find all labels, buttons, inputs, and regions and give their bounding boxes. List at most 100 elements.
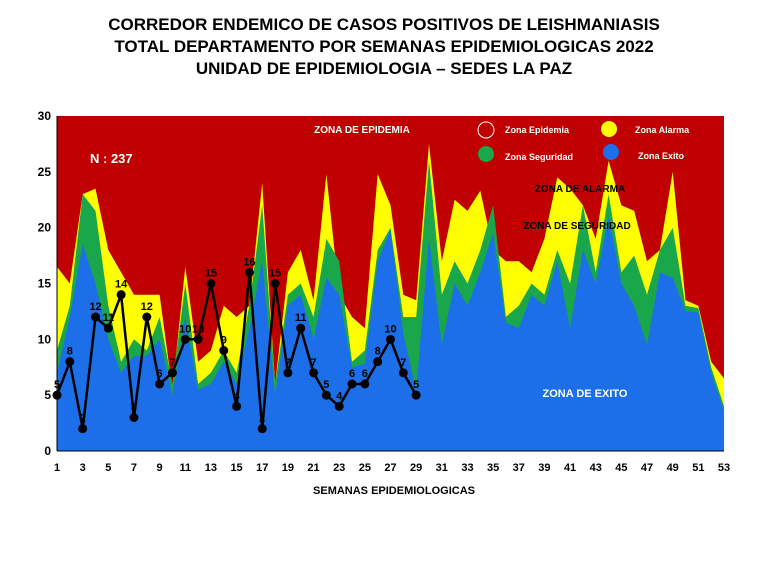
- x-tick-label: 9: [157, 462, 163, 474]
- area-zona-exito: [57, 216, 724, 451]
- x-tick-label: 3: [80, 462, 86, 474]
- x-axis-label: SEMANAS EPIDEMIOLOGICAS: [313, 485, 475, 497]
- cases-data-label: 6: [157, 368, 163, 380]
- cases-data-label: 8: [375, 346, 381, 358]
- cases-point: [206, 279, 216, 288]
- cases-data-label: 15: [205, 268, 217, 280]
- cases-data-label: 3: [131, 402, 137, 414]
- legend-label-exito: Zona Exito: [638, 151, 685, 161]
- cases-data-label: 11: [295, 312, 307, 324]
- legend-item-alarma: Zona Alarma: [601, 121, 690, 137]
- x-tick-label: 45: [615, 462, 627, 474]
- x-tick-label: 25: [359, 462, 371, 474]
- x-tick-label: 37: [513, 462, 525, 474]
- x-tick-label: 1: [54, 462, 60, 474]
- y-tick-label: 25: [38, 165, 52, 179]
- cases-total-annotation: N : 237: [90, 151, 133, 166]
- cases-data-label: 4: [336, 390, 343, 402]
- x-tick-label: 7: [131, 462, 137, 474]
- x-tick-label: 23: [333, 462, 345, 474]
- cases-data-label: 7: [400, 357, 406, 369]
- x-tick-label: 19: [282, 462, 294, 474]
- chart-legend: Zona Epidemia Zona Alarma Zona Seguridad…: [477, 121, 690, 162]
- x-tick-label: 39: [538, 462, 550, 474]
- cases-point: [244, 267, 254, 277]
- cases-data-label: 6: [362, 368, 368, 380]
- cases-point: [167, 368, 177, 378]
- x-tick-label: 15: [230, 462, 242, 474]
- cases-point: [155, 379, 165, 389]
- x-tick-label: 33: [461, 462, 473, 474]
- cases-point: [116, 290, 126, 300]
- cases-data-label: 14: [115, 279, 128, 291]
- cases-data-label: 15: [269, 268, 281, 280]
- cases-data-label: 10: [179, 323, 191, 335]
- legend-marker-alarma: [601, 121, 617, 137]
- x-tick-label: 5: [105, 462, 111, 474]
- cases-data-label: 16: [243, 256, 255, 268]
- y-tick-label: 0: [44, 444, 51, 458]
- cases-point: [360, 379, 370, 389]
- cases-data-label: 6: [349, 368, 355, 380]
- x-tick-label: 31: [436, 462, 448, 474]
- cases-data-label: 2: [80, 413, 86, 425]
- cases-point: [334, 401, 344, 411]
- cases-data-label: 12: [89, 301, 101, 313]
- cases-point: [296, 323, 306, 333]
- y-tick-label: 30: [38, 109, 52, 123]
- cases-point: [411, 390, 421, 400]
- x-tick-label: 51: [692, 462, 704, 474]
- cases-point: [219, 346, 229, 355]
- y-tick-label: 5: [44, 388, 51, 402]
- x-tick-label: 43: [590, 462, 602, 474]
- cases-point: [65, 357, 75, 367]
- cases-point: [386, 334, 395, 344]
- cases-data-label: 5: [323, 379, 329, 391]
- cases-point: [270, 279, 280, 288]
- cases-data-label: 4: [234, 390, 241, 402]
- cases-point: [193, 334, 203, 344]
- zone-label-exito: ZONA DE EXITO: [543, 388, 628, 400]
- y-tick-label: 15: [38, 277, 52, 291]
- cases-data-label: 10: [192, 323, 204, 335]
- x-tick-label: 13: [205, 462, 217, 474]
- cases-point: [232, 401, 242, 411]
- cases-data-label: 8: [67, 346, 73, 358]
- legend-item-seguridad: Zona Seguridad: [478, 146, 573, 162]
- cases-point: [321, 390, 331, 400]
- x-tick-label: 29: [410, 462, 422, 474]
- cases-data-label: 5: [54, 379, 60, 391]
- x-tick-label: 53: [718, 462, 730, 474]
- cases-data-label: 9: [221, 335, 227, 347]
- cases-data-label: 7: [310, 357, 316, 369]
- cases-point: [52, 390, 62, 400]
- cases-data-label: 5: [413, 379, 419, 391]
- legend-label-seguridad: Zona Seguridad: [505, 152, 573, 162]
- zone-label-epidemia: ZONA DE EPIDEMIA: [314, 125, 410, 136]
- cases-data-label: 2: [259, 413, 265, 425]
- zone-label-alarma: ZONA DE ALARMA: [535, 184, 625, 195]
- cases-data-label: 7: [169, 357, 175, 369]
- chart-title-line-2: TOTAL DEPARTAMENTO POR SEMANAS EPIDEMIOL…: [114, 37, 654, 56]
- x-tick-label: 17: [256, 462, 268, 474]
- y-tick-label: 10: [38, 332, 52, 346]
- cases-point: [180, 334, 190, 344]
- legend-label-alarma: Zona Alarma: [635, 125, 690, 135]
- legend-marker-seguridad: [478, 146, 494, 162]
- legend-item-exito: Zona Exito: [603, 144, 685, 161]
- cases-point: [142, 312, 152, 322]
- legend-marker-exito: [603, 144, 619, 160]
- cases-point: [283, 368, 293, 378]
- zone-label-seguridad: ZONA DE SEGURIDAD: [523, 221, 630, 232]
- chart-title-line-1: CORREDOR ENDEMICO DE CASOS POSITIVOS DE …: [108, 15, 660, 34]
- cases-point: [103, 323, 113, 333]
- legend-item-epidemia: Zona Epidemia: [477, 121, 570, 139]
- cases-point: [257, 424, 267, 434]
- x-tick-label: 11: [179, 462, 191, 474]
- legend-label-epidemia: Zona Epidemia: [505, 125, 570, 135]
- cases-point: [347, 379, 357, 389]
- cases-data-label: 12: [141, 301, 153, 313]
- cases-data-label: 11: [102, 312, 114, 324]
- cases-point: [129, 413, 139, 422]
